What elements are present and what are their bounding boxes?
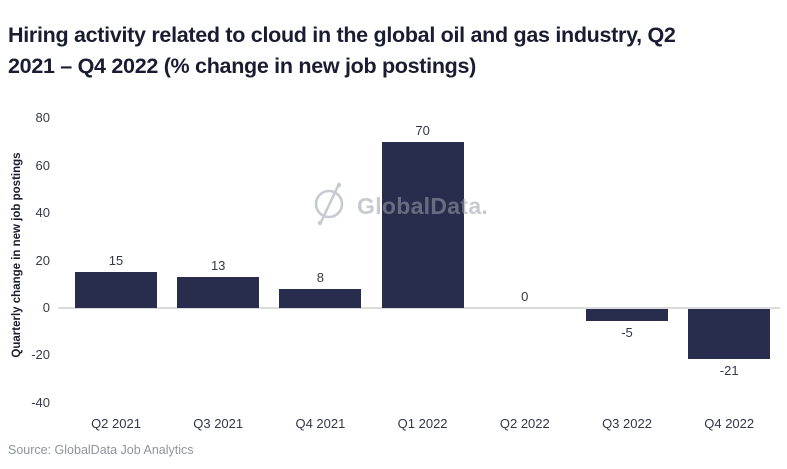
source-line: Source: GlobalData Job Analytics <box>8 443 194 457</box>
y-tick-label: -20 <box>31 347 50 363</box>
bar-value-label: 15 <box>108 253 124 269</box>
x-axis-label: Q1 2022 <box>397 416 448 431</box>
bar-q4-2022 <box>688 309 771 359</box>
bar-value-label: -5 <box>621 324 633 340</box>
bar-q3-2021 <box>177 277 260 308</box>
y-tick-label: 0 <box>42 300 50 315</box>
bar-q4-2021 <box>279 289 362 308</box>
bar-q3-2022 <box>586 309 668 321</box>
y-tick-label: 40 <box>35 205 50 221</box>
bar-q2-2021 <box>75 272 157 308</box>
bar-q1-2022 <box>381 142 464 308</box>
bar-value-label: 70 <box>415 123 430 139</box>
bar-value-label: 0 <box>521 289 529 304</box>
x-axis-label: Q4 2022 <box>704 416 755 431</box>
x-axis-label: Q2 2021 <box>91 416 141 431</box>
bar-value-label: -21 <box>719 362 739 378</box>
bar-value-label: 8 <box>316 270 324 286</box>
x-axis-label: Q3 2021 <box>193 416 244 431</box>
chart-title: Hiring activity related to cloud in the … <box>8 23 676 78</box>
globaldata-logo-icon <box>310 182 348 231</box>
bar-value-label: 13 <box>210 258 226 274</box>
x-axis-label: Q2 2022 <box>499 416 550 431</box>
zero-baseline <box>58 307 780 309</box>
y-tick-label: -40 <box>31 394 50 410</box>
x-axis-label: Q4 2021 <box>295 416 346 431</box>
y-tick-label: 60 <box>35 157 50 173</box>
x-axis-label: Q3 2022 <box>602 416 652 431</box>
y-tick-label: 80 <box>35 110 50 126</box>
y-tick-label: 20 <box>35 252 50 268</box>
